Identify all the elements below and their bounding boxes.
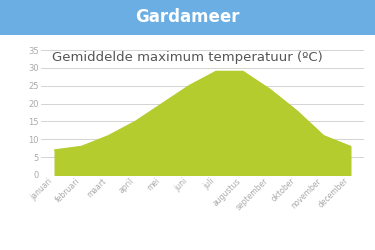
Text: Gemiddelde maximum temperatuur (ºC): Gemiddelde maximum temperatuur (ºC) <box>52 51 323 64</box>
Text: Gardameer: Gardameer <box>135 8 240 26</box>
